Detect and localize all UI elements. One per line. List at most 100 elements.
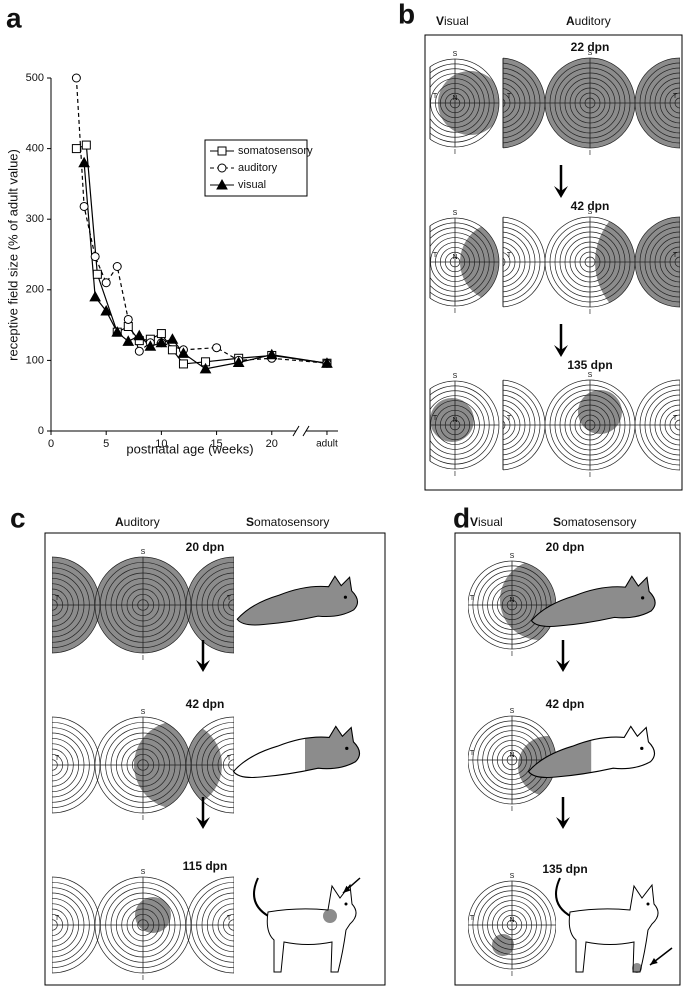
ring (430, 68, 490, 138)
ring (468, 880, 556, 970)
ring (196, 727, 234, 803)
ring (52, 903, 74, 947)
ring (110, 732, 176, 798)
ring (503, 384, 541, 466)
ring (674, 256, 680, 268)
ring (503, 399, 526, 451)
marker (92, 269, 102, 279)
ring (639, 384, 680, 466)
ring (664, 409, 680, 441)
field-inner (52, 717, 234, 813)
ring (559, 231, 621, 293)
ring (439, 87, 471, 119)
field-label: T (507, 93, 512, 100)
x-tick-label: 5 (103, 438, 109, 450)
ring (131, 753, 155, 777)
field-label: I (589, 150, 591, 157)
field-label: T (55, 755, 60, 762)
ring (52, 913, 64, 937)
ring (564, 236, 616, 288)
ring (503, 389, 536, 461)
column-header: Visual (470, 515, 503, 529)
y-tick-label: 400 (26, 143, 44, 155)
ring (444, 414, 466, 436)
ring (506, 754, 518, 766)
ring (644, 67, 680, 139)
panel-letter: c (10, 502, 26, 533)
ring (430, 58, 500, 148)
field-label: N (509, 752, 514, 759)
ring (52, 577, 80, 633)
ring (121, 743, 165, 787)
arrow-head (554, 345, 568, 357)
marker (71, 73, 81, 83)
field-label: S (588, 50, 593, 57)
ring (206, 897, 234, 953)
x-axis-label: postnatal age (weeks) (126, 441, 253, 456)
x-tick-label: 10 (155, 438, 167, 450)
cat-eye (344, 902, 348, 906)
field-label: T (673, 93, 678, 100)
cat-tail (253, 877, 271, 918)
ring (503, 241, 521, 283)
ring (503, 67, 536, 139)
x-tick-label: adult (316, 439, 338, 450)
shaded (305, 726, 360, 778)
column-header: Auditory (115, 515, 160, 529)
ring (430, 400, 480, 450)
ring (435, 405, 475, 445)
ring (430, 237, 480, 287)
ring (52, 588, 69, 622)
ring (674, 97, 680, 109)
marker (212, 343, 222, 353)
field-label: I (142, 655, 144, 662)
marker (112, 262, 122, 272)
field-label: T (433, 252, 438, 259)
ring (664, 246, 680, 278)
ring (430, 385, 495, 465)
ring (487, 900, 537, 950)
ring (468, 715, 556, 805)
ring (559, 394, 621, 456)
cat-eye (646, 902, 650, 906)
field-inner (503, 380, 680, 470)
legend-label: auditory (238, 162, 278, 174)
cat-body (267, 885, 357, 972)
marker (156, 329, 166, 339)
ring (654, 77, 680, 129)
field-label: N (509, 917, 514, 924)
ring (659, 241, 680, 283)
ring (503, 226, 536, 298)
column-header: Auditory (566, 14, 611, 28)
field-label: T (470, 750, 475, 757)
ring (503, 246, 516, 278)
field-label: S (510, 553, 515, 560)
ring (669, 92, 680, 114)
legend-label: visual (238, 179, 266, 191)
ring (444, 251, 466, 273)
cat-receptive-field (305, 726, 360, 778)
ring (554, 67, 626, 139)
ring (503, 98, 506, 108)
shaded (632, 963, 642, 973)
ring (492, 905, 532, 945)
field-label: I (454, 308, 456, 315)
field-label: N (452, 254, 457, 261)
cat (232, 725, 360, 779)
ring (430, 73, 485, 133)
field-diagram (52, 556, 234, 654)
stage-label: 42 dpn (186, 697, 225, 711)
ring (584, 419, 596, 431)
ring (444, 92, 466, 114)
marker (79, 201, 89, 211)
ring (222, 913, 234, 937)
ring (126, 748, 160, 782)
ring (503, 257, 506, 267)
ring (503, 72, 531, 134)
ring (549, 384, 631, 466)
ring (217, 748, 234, 782)
pointer-head (343, 885, 351, 893)
ring (584, 256, 596, 268)
pointer-head (650, 958, 658, 965)
stage-label: 20 dpn (546, 540, 585, 554)
